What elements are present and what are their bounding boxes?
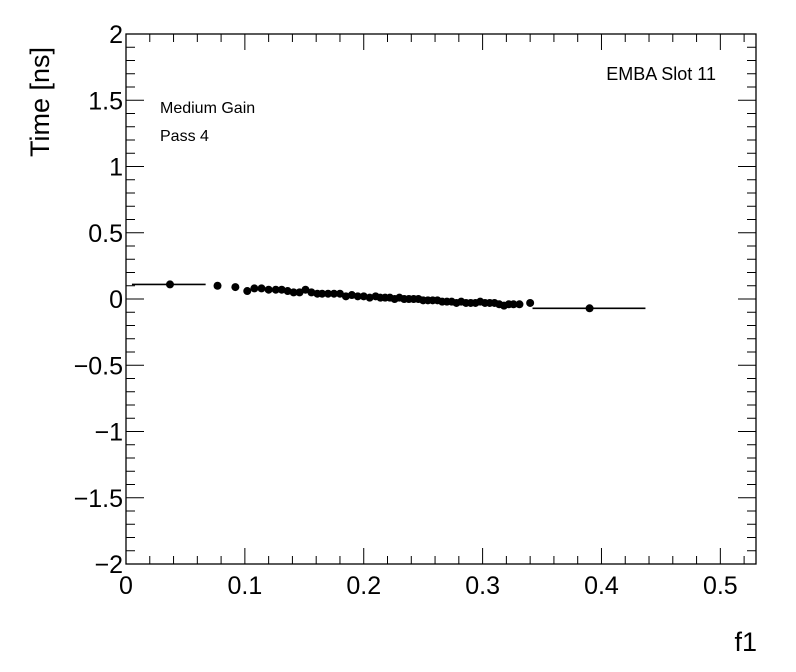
data-point (324, 289, 333, 298)
y-axis-title: Time [ns] (25, 47, 55, 157)
x-axis-title: f1 (734, 627, 757, 657)
data-point (165, 280, 174, 289)
x-tick-label: 0.1 (227, 572, 262, 600)
annotation-gain: Medium Gain (160, 100, 255, 117)
y-tick-label: 0 (109, 286, 123, 314)
data-point (353, 292, 362, 301)
data-point (271, 285, 280, 294)
x-tick-label: 0.4 (584, 572, 619, 600)
data-point (307, 288, 316, 297)
data-point (264, 285, 273, 294)
data-point (526, 298, 535, 307)
data-point (277, 285, 286, 294)
data-point (359, 292, 368, 301)
data-point (515, 300, 524, 309)
y-tick-label: −2 (94, 551, 123, 579)
data-points (165, 280, 594, 313)
data-point (243, 287, 252, 296)
y-tick-label: 1.5 (88, 87, 123, 115)
data-point (213, 281, 222, 290)
annotation-pass: Pass 4 (160, 128, 209, 145)
annotation-slot: EMBA Slot 11 (606, 64, 716, 84)
y-tick-label: 2 (109, 21, 123, 49)
data-point (341, 292, 350, 301)
axis-ticks (125, 33, 756, 565)
data-point (365, 293, 374, 302)
data-point (347, 291, 356, 300)
x-tick-label: 0.3 (465, 572, 500, 600)
x-tick-label: 0.2 (346, 572, 381, 600)
y-tick-label: −1.5 (74, 485, 123, 513)
data-point (289, 288, 298, 297)
data-point (257, 284, 266, 293)
data-point (318, 289, 327, 298)
data-point (330, 289, 339, 298)
y-tick-label: 1 (109, 154, 123, 182)
y-tick-labels: −2 −1.5 −1 −0.5 0 0.5 1 1.5 2 (74, 21, 123, 579)
data-point (509, 300, 518, 309)
data-point (250, 284, 259, 293)
y-tick-label: 0.5 (88, 220, 123, 248)
data-point (283, 287, 292, 296)
x-tick-labels: 0 0.1 0.2 0.3 0.4 0.5 (119, 572, 738, 600)
y-tick-label: −0.5 (74, 352, 123, 380)
data-point (585, 304, 594, 313)
x-tick-label: 0.5 (703, 572, 738, 600)
y-tick-label: −1 (94, 419, 123, 447)
data-point (231, 283, 240, 292)
x-tick-label: 0 (119, 572, 133, 600)
